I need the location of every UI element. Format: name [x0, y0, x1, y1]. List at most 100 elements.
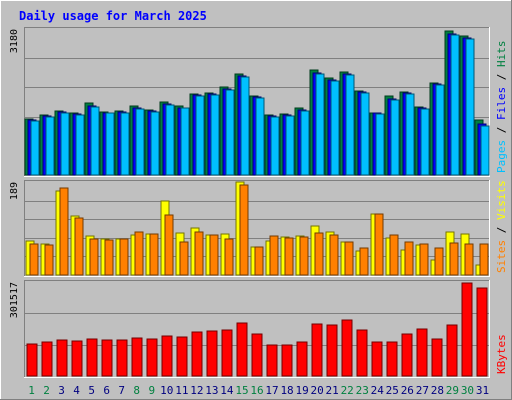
bar-pages-day-1: [30, 120, 40, 176]
bar-kbytes-day-1: [26, 343, 38, 377]
bar-kbytes-day-13: [206, 330, 218, 377]
bar-sites-day-2: [44, 244, 54, 276]
day-label-19: 19: [295, 384, 308, 397]
bar-kbytes-day-11: [176, 336, 188, 377]
bar-sites-day-19: [299, 236, 309, 276]
bar-pages-day-23: [360, 92, 370, 176]
scale-label: 301517: [9, 282, 20, 318]
bar-pages-day-27: [420, 108, 430, 176]
bar-sites-day-3: [59, 187, 69, 276]
bar-pages-day-2: [45, 116, 55, 176]
chart-title: Daily usage for March 2025: [19, 9, 207, 23]
bar-sites-day-4: [74, 217, 84, 276]
day-label-8: 8: [133, 384, 140, 397]
day-label-29: 29: [446, 384, 459, 397]
day-label-16: 16: [250, 384, 263, 397]
bar-kbytes-day-18: [281, 344, 293, 377]
day-label-12: 12: [190, 384, 203, 397]
scale-label: 189: [9, 182, 20, 200]
bar-sites-day-13: [209, 234, 219, 276]
series-separator: /: [495, 120, 508, 140]
bar-pages-day-20: [315, 73, 325, 176]
series-axis-label: Pages / Files / Hits: [495, 41, 508, 174]
bar-pages-day-22: [345, 74, 355, 176]
bar-sites-day-11: [179, 241, 189, 276]
day-label-31: 31: [476, 384, 489, 397]
bar-sites-day-21: [329, 234, 339, 276]
panel-visits-sites: 189 Sites / Visits: [9, 180, 508, 277]
bar-pages-day-26: [405, 93, 415, 176]
bar-kbytes-day-21: [326, 324, 338, 377]
bar-sites-day-25: [389, 234, 399, 276]
bar-pages-day-15: [240, 76, 250, 176]
bar-pages-day-14: [225, 89, 235, 176]
day-label-11: 11: [175, 384, 188, 397]
day-label-23: 23: [356, 384, 369, 397]
bar-kbytes-day-9: [146, 338, 158, 377]
bar-kbytes-day-19: [296, 341, 308, 377]
bar-pages-day-25: [390, 99, 400, 176]
day-label-15: 15: [235, 384, 248, 397]
bar-sites-day-16: [254, 246, 264, 276]
day-label-6: 6: [103, 384, 110, 397]
bar-kbytes-day-24: [371, 341, 383, 377]
bar-kbytes-day-17: [266, 344, 278, 377]
day-label-5: 5: [88, 384, 95, 397]
day-label-3: 3: [58, 384, 65, 397]
bar-sites-day-30: [464, 243, 474, 276]
bar-pages-day-19: [300, 110, 310, 176]
day-label-28: 28: [431, 384, 444, 397]
series-axis-label: KBytes: [495, 334, 508, 374]
day-label-27: 27: [416, 384, 429, 397]
chart-panels: 3180 Pages / Files / Hits 189 Sites / Visit…: [9, 27, 508, 378]
bar-kbytes-day-12: [191, 331, 203, 377]
bar-sites-day-14: [224, 238, 234, 276]
bar-pages-day-10: [165, 104, 175, 176]
bar-kbytes-day-4: [71, 340, 83, 377]
bar-pages-day-9: [150, 111, 160, 176]
bar-sites-day-23: [359, 247, 369, 276]
bar-kbytes-day-30: [461, 282, 473, 377]
day-label-9: 9: [148, 384, 155, 397]
bar-sites-day-18: [284, 237, 294, 276]
bar-pages-day-31: [480, 125, 490, 176]
bar-kbytes-day-26: [401, 333, 413, 377]
bar-pages-day-6: [105, 112, 115, 176]
bar-kbytes-day-2: [41, 341, 53, 377]
day-label-25: 25: [386, 384, 399, 397]
day-label-4: 4: [73, 384, 80, 397]
bar-pages-day-30: [465, 38, 475, 176]
bar-sites-day-9: [149, 233, 159, 276]
bar-pages-day-4: [75, 114, 85, 176]
day-label-30: 30: [461, 384, 474, 397]
bar-kbytes-day-29: [446, 324, 458, 377]
bar-pages-day-24: [375, 113, 385, 176]
day-label-22: 22: [341, 384, 354, 397]
day-label-14: 14: [220, 384, 234, 397]
bar-sites-day-1: [29, 243, 39, 276]
bar-kbytes-day-23: [356, 329, 368, 377]
series-name-hits: Hits: [495, 41, 508, 68]
bar-kbytes-day-27: [416, 328, 428, 377]
bar-kbytes-day-31: [476, 287, 488, 377]
series-name-pages: Pages: [495, 140, 508, 173]
day-label-7: 7: [118, 384, 125, 397]
bar-sites-day-15: [239, 184, 249, 276]
bar-kbytes-day-3: [56, 339, 68, 377]
bar-pages-day-12: [195, 95, 205, 176]
bar-sites-day-12: [194, 231, 204, 276]
bar-pages-day-21: [330, 80, 340, 176]
bar-kbytes-day-8: [131, 337, 143, 377]
bar-pages-day-8: [135, 108, 145, 176]
bar-pages-day-29: [450, 34, 460, 176]
bar-pages-day-28: [435, 84, 445, 176]
bar-sites-day-22: [344, 241, 354, 276]
bar-kbytes-day-16: [251, 333, 263, 377]
panel-kbytes: 301517 KBytes: [9, 280, 508, 378]
bar-kbytes-day-20: [311, 323, 323, 377]
bar-pages-day-3: [60, 112, 70, 176]
scale-label: 3180: [9, 29, 20, 53]
bar-pages-day-7: [120, 112, 130, 176]
day-label-17: 17: [265, 384, 278, 397]
series-separator: /: [495, 220, 508, 240]
